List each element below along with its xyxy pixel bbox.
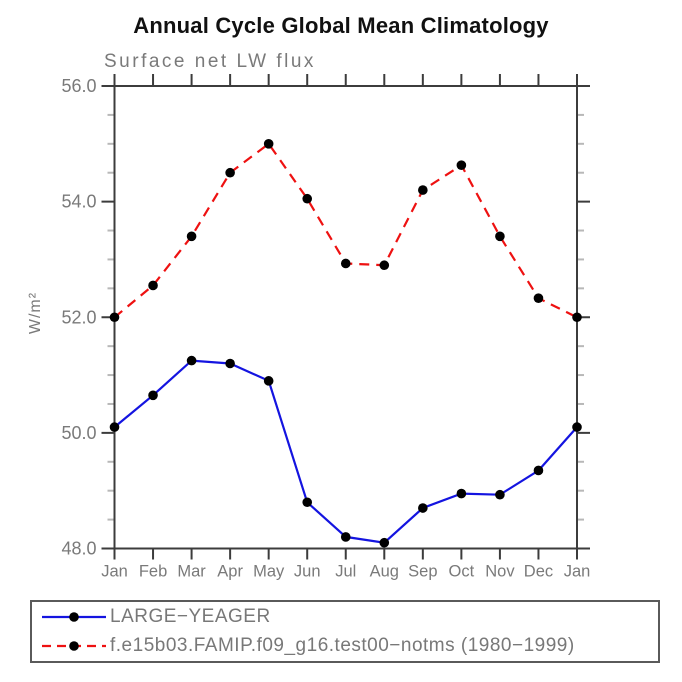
- data-point: [495, 489, 505, 500]
- x-tick-label: Apr: [217, 563, 243, 581]
- page-title: Annual Cycle Global Mean Climatology: [133, 13, 549, 38]
- x-tick-label: Sep: [408, 563, 437, 581]
- series-line: [113, 142, 578, 319]
- x-tick-label: Nov: [485, 563, 515, 581]
- legend-item-large-yeager: LARGE−YEAGER: [32, 604, 658, 631]
- data-point: [572, 312, 582, 323]
- x-tick-label: Jan: [101, 563, 128, 581]
- data-point: [572, 422, 582, 432]
- chart-subtitle: Surface net LW flux: [104, 51, 316, 72]
- data-point: [263, 139, 274, 149]
- legend-item-famip: f.e15b03.FAMIP.f09_g16.test00−notms (198…: [32, 632, 658, 659]
- data-point: [225, 358, 235, 369]
- data-point: [533, 293, 544, 303]
- y-tick-label: 56.0: [61, 76, 96, 96]
- data-point: [225, 167, 235, 178]
- y-tick-label: 54.0: [61, 192, 96, 212]
- x-tick-label: Oct: [449, 563, 475, 581]
- x-tick-label: Jan: [564, 563, 591, 581]
- data-point: [109, 422, 120, 432]
- data-point: [148, 390, 158, 401]
- legend-label: f.e15b03.FAMIP.f09_g16.test00−notms (198…: [110, 634, 575, 656]
- data-point: [340, 532, 351, 542]
- data-point: [495, 231, 505, 242]
- x-tick-label: Dec: [524, 563, 553, 581]
- legend: LARGE−YEAGER f.e15b03.FAMIP.f09_g16.test…: [30, 600, 660, 663]
- y-tick-label: 52.0: [61, 307, 96, 327]
- data-point: [263, 376, 274, 386]
- blue-line-marker-icon: [42, 612, 106, 622]
- data-point: [456, 488, 467, 499]
- data-point: [456, 160, 467, 171]
- data-point: [418, 503, 428, 513]
- data-point: [302, 193, 313, 204]
- data-point: [148, 280, 158, 291]
- x-tick-label: Mar: [177, 563, 206, 581]
- data-point: [533, 465, 544, 476]
- y-tick-label: 48.0: [61, 539, 96, 559]
- x-tick-label: Jun: [294, 563, 321, 581]
- red-dashed-line-marker-icon: [42, 641, 106, 651]
- data-point: [109, 312, 120, 323]
- legend-label: LARGE−YEAGER: [110, 606, 271, 628]
- data-point: [379, 260, 390, 271]
- x-tick-label: May: [253, 563, 285, 581]
- y-tick-label: 50.0: [61, 423, 96, 443]
- data-point: [340, 258, 351, 269]
- series-line: [113, 359, 578, 544]
- x-tick-label: Jul: [335, 563, 356, 581]
- data-point: [302, 497, 313, 508]
- data-point: [379, 537, 390, 548]
- data-point: [418, 185, 428, 195]
- data-point: [186, 355, 197, 366]
- x-tick-label: Aug: [370, 563, 399, 581]
- plot-frame: [113, 85, 578, 550]
- x-tick-label: Feb: [139, 563, 167, 581]
- data-point: [186, 231, 197, 242]
